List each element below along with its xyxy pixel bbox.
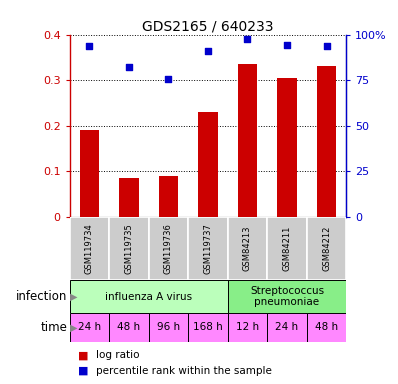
- Text: ▶: ▶: [70, 291, 78, 302]
- Text: influenza A virus: influenza A virus: [105, 291, 192, 302]
- Bar: [109, 313, 149, 342]
- Bar: [158, 176, 178, 217]
- Text: percentile rank within the sample: percentile rank within the sample: [96, 366, 271, 376]
- Point: [323, 43, 330, 49]
- Bar: [198, 112, 218, 217]
- Text: 12 h: 12 h: [236, 322, 259, 333]
- Bar: [188, 217, 228, 280]
- Bar: [307, 313, 346, 342]
- Text: GSM119737: GSM119737: [203, 223, 213, 274]
- Text: 96 h: 96 h: [157, 322, 180, 333]
- Point: [126, 65, 132, 71]
- Text: GSM119735: GSM119735: [125, 223, 133, 274]
- Text: ■: ■: [78, 350, 88, 360]
- Bar: [70, 217, 109, 280]
- Text: GSM84213: GSM84213: [243, 226, 252, 271]
- Text: GSM84212: GSM84212: [322, 226, 331, 271]
- Text: ■: ■: [78, 366, 88, 376]
- Text: 48 h: 48 h: [117, 322, 140, 333]
- Text: ▶: ▶: [70, 322, 78, 333]
- Bar: [317, 66, 336, 217]
- Text: log ratio: log ratio: [96, 350, 139, 360]
- Point: [244, 36, 251, 42]
- Text: Streptococcus
pneumoniae: Streptococcus pneumoniae: [250, 286, 324, 308]
- Text: 24 h: 24 h: [275, 322, 298, 333]
- Text: time: time: [41, 321, 68, 334]
- Bar: [238, 64, 258, 217]
- Text: infection: infection: [16, 290, 68, 303]
- Text: GSM119736: GSM119736: [164, 223, 173, 274]
- Bar: [80, 130, 99, 217]
- Bar: [149, 313, 188, 342]
- Point: [165, 76, 172, 82]
- Text: 48 h: 48 h: [315, 322, 338, 333]
- Bar: [307, 217, 346, 280]
- Bar: [119, 178, 139, 217]
- Point: [205, 48, 211, 54]
- Bar: [149, 217, 188, 280]
- Text: GSM84211: GSM84211: [283, 226, 291, 271]
- Text: GSM119734: GSM119734: [85, 223, 94, 274]
- Point: [284, 41, 290, 48]
- Bar: [109, 217, 149, 280]
- Bar: [228, 217, 267, 280]
- Bar: [267, 313, 307, 342]
- Bar: [70, 280, 228, 313]
- Point: [86, 43, 93, 50]
- Bar: [267, 217, 307, 280]
- Title: GDS2165 / 640233: GDS2165 / 640233: [142, 20, 274, 33]
- Bar: [188, 313, 228, 342]
- Text: 24 h: 24 h: [78, 322, 101, 333]
- Bar: [70, 313, 109, 342]
- Text: 168 h: 168 h: [193, 322, 223, 333]
- Bar: [277, 78, 297, 217]
- Bar: [228, 313, 267, 342]
- Bar: [228, 280, 346, 313]
